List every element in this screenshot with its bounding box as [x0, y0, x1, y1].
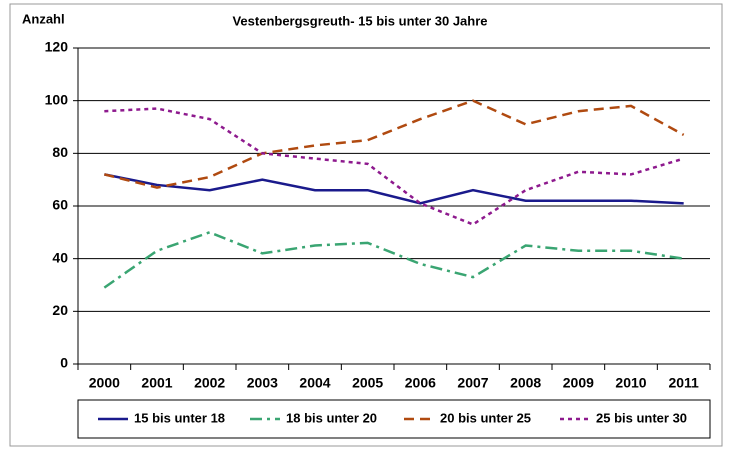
chart-frame: [9, 3, 723, 447]
series-line: [104, 99, 685, 189]
x-tick-label: 2009: [563, 375, 594, 391]
series-line: [104, 173, 684, 205]
y-tick-label: 20: [52, 302, 68, 318]
legend-label: 20 bis unter 25: [440, 410, 531, 425]
series-line: [103, 230, 684, 289]
x-tick-label: 2007: [457, 375, 488, 391]
x-tick-label: 2003: [247, 375, 278, 391]
y-tick-label: 60: [52, 197, 68, 213]
legend-label: 18 bis unter 20: [286, 410, 377, 425]
x-tick-label: 2001: [141, 375, 172, 391]
x-tick-label: 2004: [299, 375, 330, 391]
legend-box: [77, 399, 711, 439]
x-tick-label: 2011: [668, 375, 699, 391]
legend-label: 15 bis unter 18: [134, 410, 225, 425]
y-tick-label: 40: [52, 249, 68, 265]
x-tick-label: 2010: [615, 375, 646, 391]
x-tick-label: 2006: [405, 375, 436, 391]
y-tick-label: 0: [60, 355, 68, 371]
y-tick-label: 120: [45, 39, 69, 55]
series-line: [104, 107, 685, 226]
y-tick-label: 100: [45, 91, 69, 107]
x-tick-label: 2000: [89, 375, 120, 391]
y-axis-label: Anzahl: [22, 11, 65, 26]
x-tick-label: 2005: [352, 375, 383, 391]
y-tick-label: 80: [52, 144, 68, 160]
x-tick-label: 2002: [194, 375, 225, 391]
legend-label: 25 bis unter 30: [596, 410, 687, 425]
chart-title: Vestenbergsgreuth- 15 bis unter 30 Jahre: [232, 13, 487, 28]
x-tick-label: 2008: [510, 375, 541, 391]
